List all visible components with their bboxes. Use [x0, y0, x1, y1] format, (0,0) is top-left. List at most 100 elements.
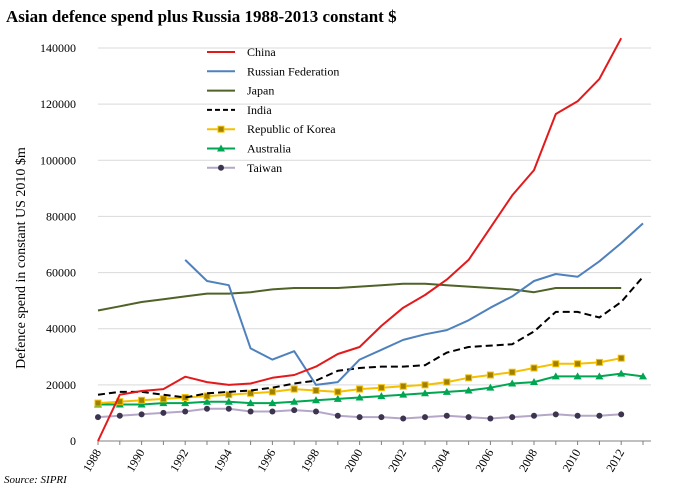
data-point-australia: [551, 372, 560, 380]
legend-item-australia: Australia: [207, 142, 292, 156]
data-point-republic-of-korea: [94, 399, 102, 407]
legend-label: Australia: [247, 142, 292, 156]
data-point-taiwan: [552, 411, 559, 418]
data-point-taiwan: [138, 411, 145, 418]
axes: [97, 440, 651, 445]
data-point-australia: [464, 386, 473, 394]
data-point-australia: [224, 397, 233, 405]
data-point-australia: [508, 379, 517, 387]
y-tick-labels: 0 20000 40000 60000 80000 100000 120000 140000: [40, 41, 76, 448]
source-note: Source: SIPRI: [4, 474, 68, 486]
data-point-taiwan: [334, 412, 341, 419]
data-point-republic-of-korea: [508, 368, 516, 376]
data-point-australia: [486, 383, 495, 391]
y-tick-label: 40000: [46, 322, 76, 336]
data-point-republic-of-korea: [203, 392, 211, 400]
data-point-australia: [530, 378, 538, 386]
data-point-taiwan: [422, 414, 428, 421]
data-point-republic-of-korea: [268, 388, 276, 396]
data-point-australia: [377, 392, 386, 400]
series-china: [97, 37, 623, 442]
y-tick-label: 100000: [40, 153, 76, 167]
y-axis-label: Defence spend in constant US 2010 $m: [14, 147, 29, 369]
series-taiwan: [95, 405, 625, 422]
data-point-taiwan: [95, 414, 101, 421]
series-line-australia: [98, 372, 644, 406]
series-india: [97, 276, 644, 399]
legend-marker: [217, 125, 225, 133]
data-point-republic-of-korea: [225, 391, 233, 399]
legend-label: Japan: [247, 84, 274, 98]
data-point-australia: [159, 399, 168, 407]
data-point-republic-of-korea: [138, 396, 146, 404]
data-point-australia: [421, 389, 429, 397]
data-point-republic-of-korea: [399, 382, 407, 390]
chart-title: Asian defence spend plus Russia 1988-201…: [6, 7, 397, 26]
legend-label: Russian Federation: [247, 64, 339, 78]
data-point-taiwan: [465, 414, 472, 421]
data-point-republic-of-korea: [486, 371, 494, 379]
legend-item-china: China: [207, 45, 276, 59]
data-point-taiwan: [596, 412, 603, 419]
data-point-australia: [355, 393, 364, 401]
data-point-republic-of-korea: [356, 385, 364, 393]
y-tick-label: 140000: [40, 41, 76, 55]
data-point-republic-of-korea: [617, 354, 625, 362]
gridlines: [98, 47, 651, 386]
data-point-australia: [268, 399, 277, 407]
data-point-taiwan: [400, 415, 407, 422]
legend-item-taiwan: Taiwan: [207, 161, 282, 175]
data-point-republic-of-korea: [334, 388, 342, 396]
data-point-republic-of-korea: [159, 395, 167, 403]
y-tick-label: 80000: [46, 209, 76, 223]
data-point-taiwan: [618, 411, 625, 418]
data-point-republic-of-korea: [443, 378, 451, 386]
y-tick-label: 60000: [46, 266, 76, 280]
data-point-taiwan: [487, 415, 494, 422]
data-point-taiwan: [116, 412, 123, 419]
data-point-taiwan: [378, 414, 385, 421]
series-republic-of-korea: [94, 354, 625, 407]
data-point-taiwan: [291, 407, 298, 414]
data-point-australia: [595, 372, 604, 380]
legend-label: India: [247, 103, 272, 117]
series-australia: [94, 369, 647, 408]
data-point-taiwan: [443, 412, 450, 419]
data-point-australia: [573, 372, 582, 380]
data-point-taiwan: [574, 412, 581, 419]
data-point-australia: [246, 399, 255, 407]
y-tick-label: 120000: [40, 97, 76, 111]
data-point-taiwan: [182, 408, 189, 415]
data-point-australia: [639, 372, 647, 380]
legend-item-india: India: [207, 103, 272, 117]
data-point-taiwan: [531, 412, 537, 419]
legend: China Russian Federation Japan India Republi…: [207, 45, 339, 175]
series-line-china: [97, 37, 623, 442]
legend-label: China: [247, 45, 276, 59]
legend-marker: [217, 144, 225, 152]
data-point-republic-of-korea: [552, 360, 560, 368]
data-point-australia: [181, 399, 190, 407]
data-point-republic-of-korea: [377, 384, 385, 392]
y-tick-label: 0: [70, 434, 76, 448]
data-point-republic-of-korea: [290, 385, 298, 393]
data-point-australia: [399, 390, 408, 398]
series-line-russian-federation: [184, 222, 644, 386]
data-point-taiwan: [204, 405, 210, 412]
series-russian-federation: [184, 222, 644, 386]
series-line-india: [97, 276, 644, 399]
data-point-australia: [137, 400, 146, 408]
data-point-taiwan: [247, 408, 254, 415]
series-japan: [97, 282, 622, 312]
data-point-republic-of-korea: [595, 358, 603, 366]
data-point-australia: [617, 369, 626, 377]
data-point-republic-of-korea: [530, 364, 538, 372]
data-point-taiwan: [509, 414, 516, 421]
data-point-australia: [333, 394, 342, 402]
legend-item-republic-of-korea: Republic of Korea: [207, 122, 336, 136]
legend-item-russian-federation: Russian Federation: [207, 64, 339, 78]
data-point-australia: [312, 396, 320, 404]
data-point-taiwan: [356, 414, 363, 421]
